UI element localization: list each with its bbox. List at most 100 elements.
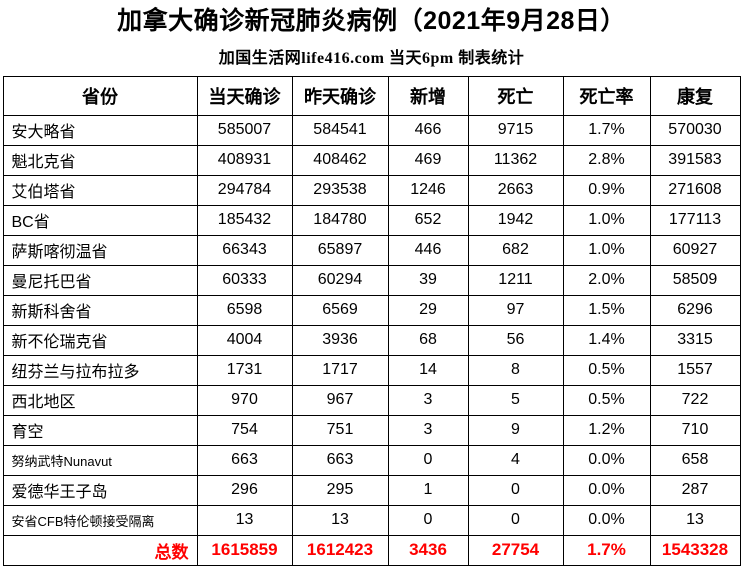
value-cell: 1246 [387,174,469,206]
value-cell: 754 [196,414,293,446]
value-cell: 13 [196,504,293,536]
source-subtitle: 加国生活网life416.com 当天6pm 制表统计 [218,49,525,67]
value-cell: 184780 [291,204,389,236]
province-cell: 曼尼托巴省 [2,264,198,296]
value-cell: 1.0% [562,204,651,236]
table-row: 艾伯塔省 294784 293538 1246 2663 0.9% 271608 [2,174,741,206]
value-cell: 60333 [196,264,293,296]
value-cell: 68 [387,324,469,356]
column-header: 死亡率 [562,75,651,116]
value-cell: 97 [467,294,564,326]
table-row: 新不伦瑞克省 4004 3936 68 56 1.4% 3315 [2,324,741,356]
value-cell: 1.2% [562,414,651,446]
total-row: 总数 1615859 1612423 3436 27754 1.7% 1543328 [2,534,741,566]
value-cell: 295 [291,474,389,506]
province-cell: 新斯科舍省 [2,294,198,326]
column-header: 省份 [2,75,198,116]
value-cell: 9715 [467,114,564,146]
value-cell: 0 [387,444,469,476]
total-value-cell: 27754 [467,534,564,566]
value-cell: 1.5% [562,294,651,326]
page-title: 加拿大确诊新冠肺炎病例（2021年9月28日） [117,7,626,35]
value-cell: 1.0% [562,234,651,266]
table-footer: 总数 1615859 1612423 3436 27754 1.7% 1543328 [2,534,741,566]
column-header: 当天确诊 [196,75,293,116]
value-cell: 11362 [467,144,564,176]
value-cell: 652 [387,204,469,236]
value-cell: 970 [196,384,293,416]
value-cell: 1717 [291,354,389,386]
value-cell: 408462 [291,144,389,176]
value-cell: 287 [649,474,741,506]
value-cell: 177113 [649,204,741,236]
province-cell: 西北地区 [2,384,198,416]
covid-stats-table: 省份 当天确诊 昨天确诊 新增 死亡 死亡率 康复 安大略省 585007 584541 466 9… [2,75,741,566]
value-cell: 469 [387,144,469,176]
value-cell: 391583 [649,144,741,176]
column-header: 康复 [649,75,741,116]
value-cell: 1.7% [562,114,651,146]
value-cell: 58509 [649,264,741,296]
value-cell: 3315 [649,324,741,356]
value-cell: 1 [387,474,469,506]
value-cell: 56 [467,324,564,356]
value-cell: 710 [649,414,741,446]
value-cell: 0.5% [562,384,651,416]
table-row: 安大略省 585007 584541 466 9715 1.7% 570030 [2,114,741,146]
value-cell: 60927 [649,234,741,266]
value-cell: 0 [467,504,564,536]
value-cell: 2663 [467,174,564,206]
table-row: 安省CFB特伦顿接受隔离 13 13 0 0 0.0% 13 [2,504,741,536]
value-cell: 0.0% [562,474,651,506]
value-cell: 6569 [291,294,389,326]
header-row: 省份 当天确诊 昨天确诊 新增 死亡 死亡率 康复 [2,75,741,116]
value-cell: 29 [387,294,469,326]
total-value-cell: 1543328 [649,534,741,566]
value-cell: 293538 [291,174,389,206]
province-cell: 爱德华王子岛 [2,474,198,506]
value-cell: 296 [196,474,293,506]
value-cell: 584541 [291,114,389,146]
value-cell: 658 [649,444,741,476]
total-value-cell: 1615859 [196,534,293,566]
province-cell: 安省CFB特伦顿接受隔离 [2,504,198,536]
value-cell: 1942 [467,204,564,236]
province-cell: 艾伯塔省 [2,174,198,206]
value-cell: 3936 [291,324,389,356]
province-cell: 安大略省 [2,114,198,146]
value-cell: 0 [467,474,564,506]
value-cell: 967 [291,384,389,416]
province-cell: 新不伦瑞克省 [2,324,198,356]
column-header: 新增 [387,75,469,116]
value-cell: 1211 [467,264,564,296]
value-cell: 3 [387,384,469,416]
value-cell: 4004 [196,324,293,356]
value-cell: 722 [649,384,741,416]
value-cell: 3 [387,414,469,446]
value-cell: 39 [387,264,469,296]
value-cell: 4 [467,444,564,476]
table-row: 萨斯喀彻温省 66343 65897 446 682 1.0% 60927 [2,234,741,266]
table-body: 安大略省 585007 584541 466 9715 1.7% 570030 魁北克省 408… [2,114,741,536]
value-cell: 294784 [196,174,293,206]
total-value-cell: 3436 [387,534,469,566]
value-cell: 682 [467,234,564,266]
value-cell: 65897 [291,234,389,266]
value-cell: 446 [387,234,469,266]
value-cell: 14 [387,354,469,386]
total-value-cell: 1.7% [562,534,651,566]
province-cell: 萨斯喀彻温省 [2,234,198,266]
value-cell: 6598 [196,294,293,326]
value-cell: 1731 [196,354,293,386]
value-cell: 0.0% [562,504,651,536]
province-cell: 魁北克省 [2,144,198,176]
value-cell: 1557 [649,354,741,386]
value-cell: 5 [467,384,564,416]
province-cell: BC省 [2,204,198,236]
province-cell: 努纳武特Nunavut [2,444,198,476]
total-label: 总数 [2,534,198,566]
table-row: 魁北克省 408931 408462 469 11362 2.8% 391583 [2,144,741,176]
column-header: 昨天确诊 [291,75,389,116]
value-cell: 271608 [649,174,741,206]
value-cell: 663 [196,444,293,476]
